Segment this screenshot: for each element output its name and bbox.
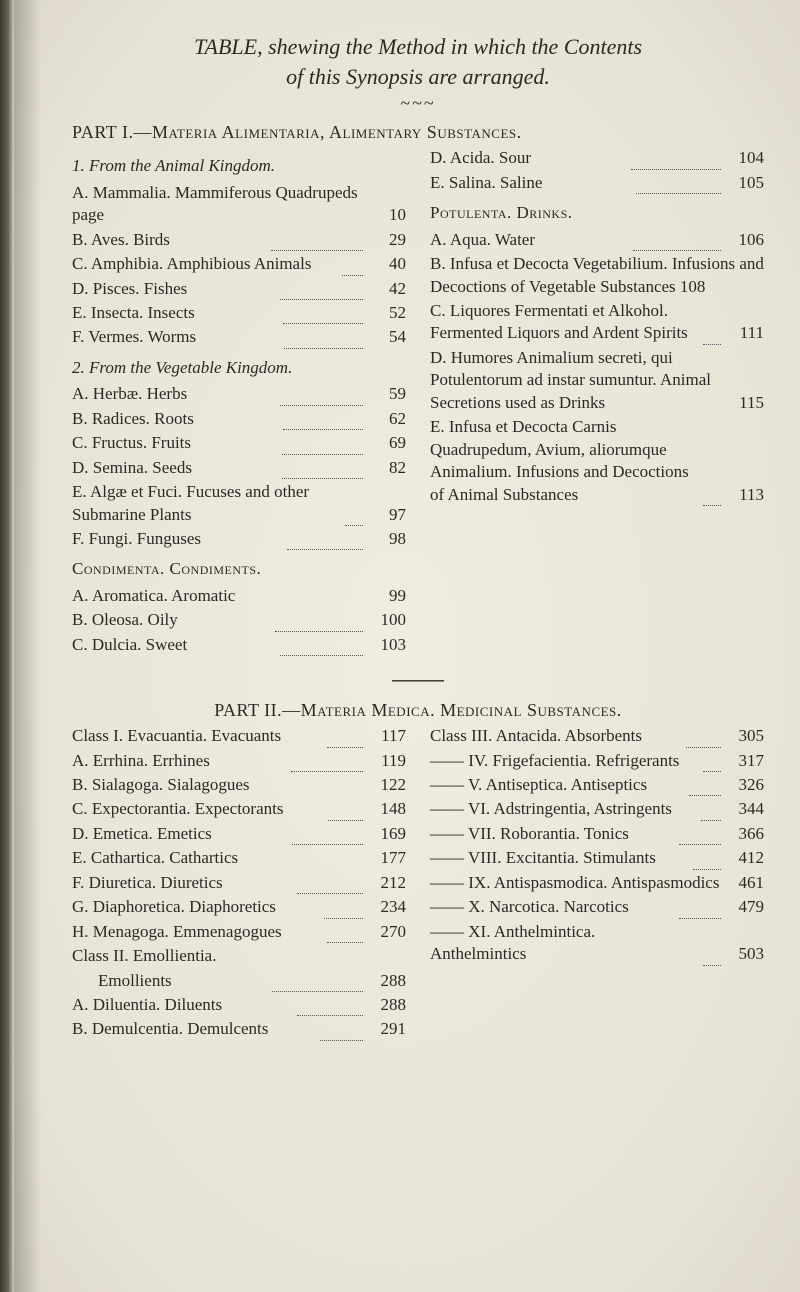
salina: E. Salina. Saline105 — [430, 172, 764, 194]
section-rule: ⸻ — [72, 662, 764, 694]
humores: D. Humores Animalium secreti, qui Potule… — [430, 347, 764, 414]
insecta: E. Insecta. Insects52 — [72, 302, 406, 324]
liquores: C. Liquores Fermentati et Alkohol. Ferme… — [430, 300, 764, 345]
dulcia: C. Dulcia. Sweet103 — [72, 634, 406, 656]
herbae: A. Herbæ. Herbs59 — [72, 383, 406, 405]
class-6: —— VI. Adstringentia, Astringents344 — [430, 798, 764, 820]
ornament-rule: ~~~ — [72, 93, 764, 114]
class-2: Class II. Emollientia. — [72, 945, 406, 967]
expectorantia: C. Expectorantia. Expectorants148 — [72, 798, 406, 820]
class-8: —— VIII. Excitantia. Stimulants412 — [430, 847, 764, 869]
infusa-carnis: E. Infusa et Decocta Carnis Quadrupedum,… — [430, 416, 764, 506]
page: TABLE, shewing the Method in which the C… — [0, 0, 800, 1292]
class-4: —— IV. Frigefacientia. Refrigerants317 — [430, 750, 764, 772]
part-2-right-col: Class III. Antacida. Absorbents305 —— IV… — [430, 725, 764, 1043]
pisces: D. Pisces. Fishes42 — [72, 278, 406, 300]
diaphoretica: G. Diaphoretica. Diaphoretics234 — [72, 896, 406, 918]
semina: D. Semina. Seeds82 — [72, 457, 406, 479]
amphibia: C. Amphibia. Amphibious Animals40 — [72, 253, 406, 275]
oleosa: B. Oleosa. Oily100 — [72, 609, 406, 631]
sialagoga: B. Sialagoga. Sialagogues122 — [72, 774, 406, 796]
binding-shadow — [0, 0, 14, 1292]
class-3: Class III. Antacida. Absorbents305 — [430, 725, 764, 747]
aromatica: A. Aromatica. Aromatic99 — [72, 585, 406, 607]
sub-condimenta: Condimenta. Condiments. — [72, 558, 406, 580]
part-1-left-col: 1. From the Animal Kingdom. A. Mammalia.… — [72, 147, 406, 658]
fructus: C. Fructus. Fruits69 — [72, 432, 406, 454]
class-11: —— XI. Anthelmintica. Anthelmintics503 — [430, 921, 764, 966]
class-10: —— X. Narcotica. Narcotics479 — [430, 896, 764, 918]
class-7: —— VII. Roborantia. Tonics366 — [430, 823, 764, 845]
errhina: A. Errhina. Errhines119 — [72, 750, 406, 772]
binding-shadow-soft — [14, 0, 42, 1292]
part-1-columns: 1. From the Animal Kingdom. A. Mammalia.… — [72, 147, 764, 658]
demulcentia: B. Demulcentia. Demulcents291 — [72, 1018, 406, 1040]
cathartica: E. Cathartica. Cathartics177 — [72, 847, 406, 869]
vermes: F. Vermes. Worms54 — [72, 326, 406, 348]
sub-potulenta: Potulenta. Drinks. — [430, 202, 764, 224]
class-5: —— V. Antiseptica. Antiseptics326 — [430, 774, 764, 796]
aves: B. Aves. Birds29 — [72, 229, 406, 251]
diuretica: F. Diuretica. Diuretics212 — [72, 872, 406, 894]
mammalia: A. Mammalia. Mammiferous Quadrupeds page… — [72, 182, 406, 227]
emollients: Emollients288 — [72, 970, 406, 992]
infusa-decocta-veg: B. Infusa et Decocta Vegetabilium. Infus… — [430, 253, 764, 298]
sub-animal-kingdom: 1. From the Animal Kingdom. — [72, 155, 406, 177]
algae: E. Algæ et Fuci. Fucuses and other Subma… — [72, 481, 406, 526]
diluentia: A. Diluentia. Diluents288 — [72, 994, 406, 1016]
part-2-left-col: Class I. Evacuantia. Evacuants117 A. Err… — [72, 725, 406, 1043]
menagoga: H. Menagoga. Emmenagogues270 — [72, 921, 406, 943]
acida: D. Acida. Sour104 — [430, 147, 764, 169]
fungi: F. Fungi. Funguses98 — [72, 528, 406, 550]
part-1-right-col: D. Acida. Sour104 E. Salina. Saline105 P… — [430, 147, 764, 658]
part-1-heading: PART I.—Materia Alimentaria, Alimentary … — [72, 122, 764, 143]
radices: B. Radices. Roots62 — [72, 408, 406, 430]
page-title: TABLE, shewing the Method in which the C… — [72, 32, 764, 91]
part-2-heading: PART II.—Materia Medica. Medicinal Subst… — [72, 700, 764, 721]
class-1: Class I. Evacuantia. Evacuants117 — [72, 725, 406, 747]
part-2-columns: Class I. Evacuantia. Evacuants117 A. Err… — [72, 725, 764, 1043]
aqua: A. Aqua. Water106 — [430, 229, 764, 251]
class-9: —— IX. Antispasmodica. Antispasmodics461 — [430, 872, 764, 894]
emetica: D. Emetica. Emetics169 — [72, 823, 406, 845]
sub-vegetable-kingdom: 2. From the Vegetable Kingdom. — [72, 357, 406, 379]
